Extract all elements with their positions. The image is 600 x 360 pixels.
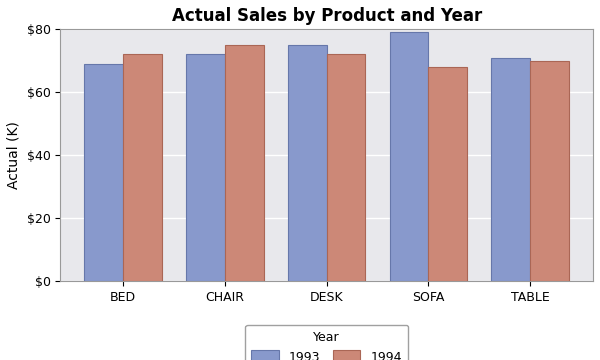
Bar [428, 67, 467, 281]
Title: Actual Sales by Product and Year: Actual Sales by Product and Year [172, 7, 482, 25]
Bar [530, 61, 569, 281]
Bar [288, 45, 326, 281]
Bar [186, 54, 225, 281]
Legend: 1993, 1994: 1993, 1994 [245, 325, 408, 360]
Y-axis label: Actual (K): Actual (K) [7, 121, 21, 189]
Bar [225, 45, 263, 281]
Bar [491, 58, 530, 281]
Bar [390, 32, 428, 281]
Bar [85, 64, 123, 281]
Bar [123, 54, 162, 281]
Bar [326, 54, 365, 281]
